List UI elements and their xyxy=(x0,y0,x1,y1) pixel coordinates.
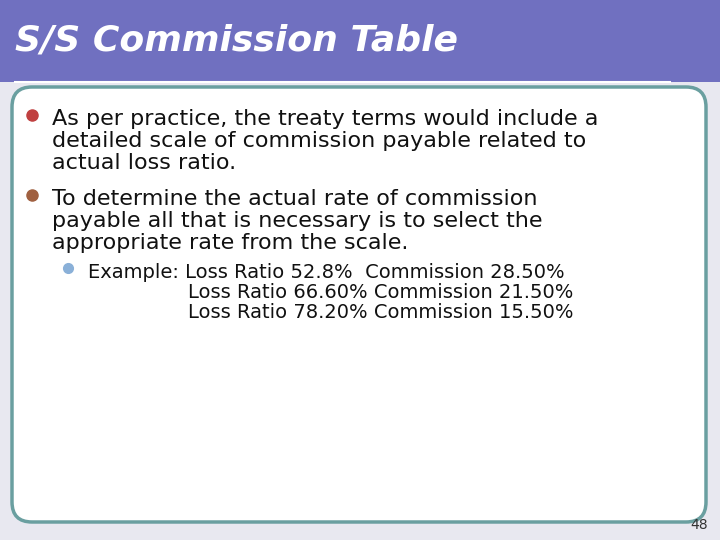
Text: Loss Ratio 78.20% Commission 15.50%: Loss Ratio 78.20% Commission 15.50% xyxy=(188,303,574,322)
Text: As per practice, the treaty terms would include a: As per practice, the treaty terms would … xyxy=(52,109,598,129)
Text: 48: 48 xyxy=(690,518,708,532)
Text: S/S Commission Table: S/S Commission Table xyxy=(15,24,458,58)
FancyBboxPatch shape xyxy=(12,87,706,522)
Text: Loss Ratio 66.60% Commission 21.50%: Loss Ratio 66.60% Commission 21.50% xyxy=(188,283,573,302)
FancyBboxPatch shape xyxy=(0,0,720,82)
Text: payable all that is necessary is to select the: payable all that is necessary is to sele… xyxy=(52,211,542,231)
Text: To determine the actual rate of commission: To determine the actual rate of commissi… xyxy=(52,189,538,209)
Text: appropriate rate from the scale.: appropriate rate from the scale. xyxy=(52,233,408,253)
Text: Example: Loss Ratio 52.8%  Commission 28.50%: Example: Loss Ratio 52.8% Commission 28.… xyxy=(88,263,564,282)
Text: detailed scale of commission payable related to: detailed scale of commission payable rel… xyxy=(52,131,586,151)
Text: actual loss ratio.: actual loss ratio. xyxy=(52,153,236,173)
